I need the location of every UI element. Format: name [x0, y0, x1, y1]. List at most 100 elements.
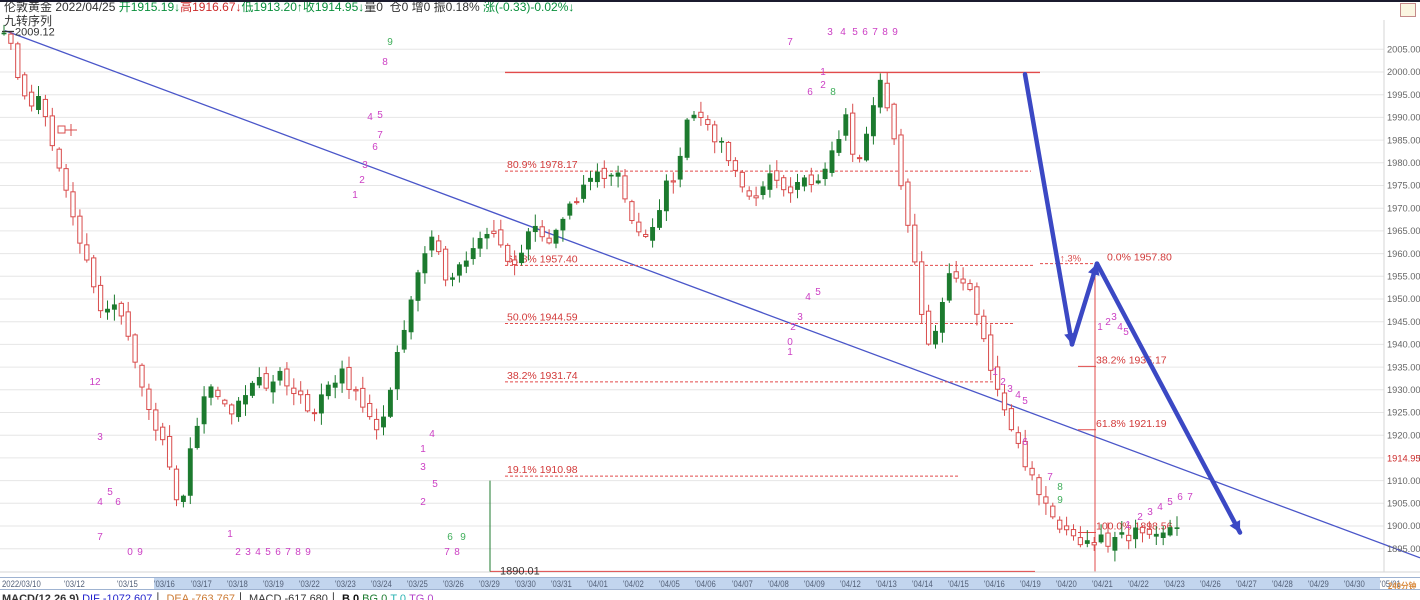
svg-text:4: 4	[1015, 390, 1021, 401]
svg-text:1935.00: 1935.00	[1387, 362, 1420, 372]
svg-text:9: 9	[387, 37, 393, 48]
svg-text:1990.00: 1990.00	[1387, 113, 1420, 123]
svg-text:0: 0	[127, 547, 133, 558]
svg-text:2009.12: 2009.12	[15, 26, 55, 38]
svg-text:3: 3	[362, 160, 368, 171]
svg-text:1: 1	[1097, 322, 1103, 333]
svg-text:61.8% 1921.19: 61.8% 1921.19	[1096, 418, 1167, 430]
svg-text:1: 1	[420, 444, 426, 455]
svg-text:8: 8	[295, 547, 301, 558]
svg-text:1970.00: 1970.00	[1387, 203, 1420, 213]
svg-text:7: 7	[97, 532, 103, 543]
svg-text:8: 8	[1057, 482, 1063, 493]
svg-text:3: 3	[1007, 384, 1013, 395]
svg-text:7: 7	[1187, 492, 1193, 503]
svg-text:7: 7	[1047, 472, 1053, 483]
svg-text:6: 6	[372, 142, 378, 153]
svg-text:1940.00: 1940.00	[1387, 340, 1420, 350]
svg-text:7: 7	[377, 130, 383, 141]
svg-text:1: 1	[1125, 520, 1131, 531]
svg-text:1945.00: 1945.00	[1387, 317, 1420, 327]
svg-text:2: 2	[420, 497, 426, 508]
svg-text:5: 5	[107, 487, 113, 498]
svg-text:4: 4	[97, 497, 103, 508]
svg-text:9: 9	[137, 547, 143, 558]
svg-text:4: 4	[805, 292, 811, 303]
svg-text:5: 5	[265, 547, 271, 558]
svg-text:1914.95: 1914.95	[1387, 453, 1420, 463]
svg-text:3: 3	[827, 27, 833, 38]
svg-text:6: 6	[447, 532, 453, 543]
svg-text:5: 5	[815, 287, 821, 298]
svg-text:0.0% 1957.80: 0.0% 1957.80	[1107, 252, 1172, 264]
svg-text:2: 2	[820, 80, 826, 91]
svg-text:1980.00: 1980.00	[1387, 158, 1420, 168]
svg-text:80.9% 1978.17: 80.9% 1978.17	[507, 159, 578, 171]
svg-text:8: 8	[882, 27, 888, 38]
svg-text:4: 4	[429, 429, 435, 440]
svg-text:3: 3	[97, 432, 103, 443]
svg-text:9: 9	[305, 547, 311, 558]
svg-text:1: 1	[992, 367, 998, 378]
svg-text:1950.00: 1950.00	[1387, 294, 1420, 304]
svg-text:6: 6	[1022, 437, 1028, 448]
svg-text:1895.00: 1895.00	[1387, 544, 1420, 554]
svg-text:5: 5	[1167, 497, 1173, 508]
svg-text:1890.01: 1890.01	[500, 565, 540, 577]
svg-text:6: 6	[275, 547, 281, 558]
svg-text:1960.00: 1960.00	[1387, 249, 1420, 259]
svg-text:1985.00: 1985.00	[1387, 135, 1420, 145]
svg-text:5: 5	[1123, 327, 1129, 338]
svg-text:1955.00: 1955.00	[1387, 272, 1420, 282]
svg-text:2: 2	[235, 547, 241, 558]
svg-text:12: 12	[89, 377, 101, 388]
svg-text:1920.00: 1920.00	[1387, 430, 1420, 440]
svg-text:6: 6	[115, 497, 121, 508]
svg-text:19.1% 1910.98: 19.1% 1910.98	[507, 464, 578, 476]
svg-text:4: 4	[1157, 502, 1163, 513]
svg-text:50.0% 1944.59: 50.0% 1944.59	[507, 312, 578, 324]
svg-text:3: 3	[245, 547, 251, 558]
svg-text:2005.00: 2005.00	[1387, 45, 1420, 55]
svg-text:2: 2	[1137, 512, 1143, 523]
svg-text:7: 7	[872, 27, 878, 38]
svg-text:1995.00: 1995.00	[1387, 90, 1420, 100]
svg-text:5: 5	[377, 110, 383, 121]
svg-text:8: 8	[382, 57, 388, 68]
svg-text:2: 2	[1000, 377, 1006, 388]
svg-text:2: 2	[359, 175, 365, 186]
svg-text:6: 6	[807, 87, 813, 98]
svg-text:1900.00: 1900.00	[1387, 521, 1420, 531]
svg-text:1: 1	[787, 347, 793, 358]
svg-text:↑.3%: ↑.3%	[1060, 254, 1082, 265]
svg-text:3: 3	[420, 462, 426, 473]
svg-text:3: 3	[1147, 507, 1153, 518]
svg-text:4: 4	[840, 27, 846, 38]
svg-text:1: 1	[352, 190, 358, 201]
svg-text:38.2% 1931.74: 38.2% 1931.74	[507, 370, 578, 382]
svg-text:5: 5	[1022, 396, 1028, 407]
svg-text:1905.00: 1905.00	[1387, 499, 1420, 509]
svg-text:6: 6	[1177, 492, 1183, 503]
svg-text:9: 9	[460, 532, 466, 543]
svg-text:1975.00: 1975.00	[1387, 181, 1420, 191]
svg-text:8: 8	[830, 87, 836, 98]
svg-text:1: 1	[227, 529, 233, 540]
svg-text:5: 5	[852, 27, 858, 38]
svg-text:61.8% 1957.40: 61.8% 1957.40	[507, 253, 578, 265]
svg-text:3: 3	[797, 312, 803, 323]
svg-text:1965.00: 1965.00	[1387, 226, 1420, 236]
svg-text:1925.00: 1925.00	[1387, 408, 1420, 418]
svg-text:5: 5	[432, 479, 438, 490]
svg-text:4: 4	[367, 112, 373, 123]
svg-text:9: 9	[892, 27, 898, 38]
svg-text:1910.00: 1910.00	[1387, 476, 1420, 486]
svg-text:1930.00: 1930.00	[1387, 385, 1420, 395]
svg-text:8: 8	[454, 547, 460, 558]
svg-text:6: 6	[862, 27, 868, 38]
svg-text:2000.00: 2000.00	[1387, 67, 1420, 77]
svg-text:7: 7	[444, 547, 450, 558]
svg-text:2: 2	[790, 322, 796, 333]
svg-text:4: 4	[255, 547, 261, 558]
svg-text:7: 7	[787, 37, 793, 48]
